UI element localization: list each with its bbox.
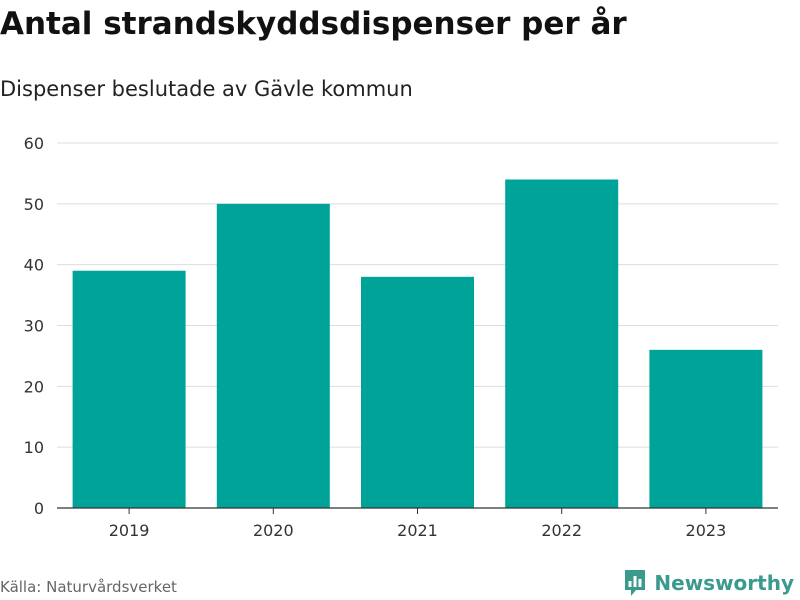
bars (72, 179, 763, 509)
y-tick-label: 60 (24, 134, 44, 153)
chart-subtitle: Dispenser beslutade av Gävle kommun (0, 77, 413, 101)
y-tick-label: 10 (24, 438, 44, 457)
y-tick-label: 20 (24, 377, 44, 396)
x-tick-label: 2020 (253, 521, 294, 540)
newsworthy-logo-icon (625, 570, 646, 596)
y-tick-label: 50 (24, 195, 44, 214)
x-tick-label: 2023 (686, 521, 727, 540)
bar-2021 (361, 276, 474, 508)
bar-2023 (649, 349, 763, 508)
source-note: Källa: Naturvårdsverket (0, 578, 177, 596)
y-tick-label: 0 (34, 499, 44, 518)
bar-2022 (505, 179, 619, 508)
y-axis-tick-labels: 0 10 20 30 40 50 60 (24, 134, 44, 518)
bar-2020 (216, 203, 330, 509)
bar-2019 (72, 270, 186, 508)
x-tick-label: 2019 (109, 521, 150, 540)
x-tick-label: 2021 (397, 521, 438, 540)
x-axis-tick-labels: 2019 2020 2021 2022 2023 (109, 508, 727, 540)
x-tick-label: 2022 (541, 521, 582, 540)
y-tick-label: 30 (24, 317, 44, 336)
brand-logo: Newsworthy (623, 568, 794, 598)
y-tick-label: 40 (24, 256, 44, 275)
brand-name: Newsworthy (654, 571, 794, 595)
chart-title: Antal strandskyddsdispenser per år (0, 6, 627, 42)
